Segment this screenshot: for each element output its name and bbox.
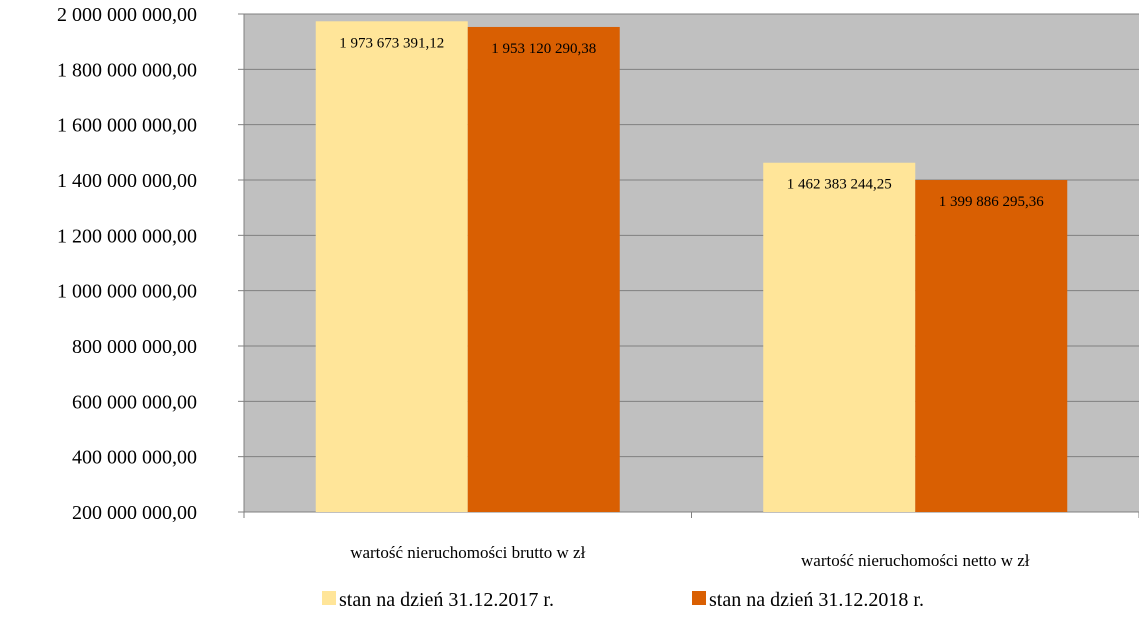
bar [915,180,1068,512]
data-label: 1 953 120 290,38 [491,41,596,57]
y-tick-label: 1 200 000 000,00 [57,225,197,247]
bar [467,26,620,512]
y-tick-label: 200 000 000,00 [72,502,197,524]
y-tick-label: 2 000 000 000,00 [57,4,197,26]
y-tick-label: 1 600 000 000,00 [57,115,197,137]
legend-label: stan na dzień 31.12.2018 r. [709,589,924,611]
y-tick-label: 400 000 000,00 [72,447,197,469]
y-tick-label: 1 000 000 000,00 [57,281,197,303]
x-category-label: wartość nieruchomości brutto w zł [350,543,585,562]
y-tick-label: 1 400 000 000,00 [57,170,197,192]
legend-swatch [322,591,336,605]
bar [763,162,916,512]
x-category-label: wartość nieruchomości netto w zł [801,551,1030,570]
y-tick-label: 1 800 000 000,00 [57,59,197,81]
legend-swatch [692,591,706,605]
data-label: 1 973 673 391,12 [339,35,444,51]
bar [315,21,468,513]
legend-label: stan na dzień 31.12.2017 r. [339,589,554,611]
y-tick-label: 800 000 000,00 [72,336,197,358]
data-label: 1 462 383 244,25 [787,177,892,193]
data-label: 1 399 886 295,36 [939,194,1045,210]
y-tick-label: 600 000 000,00 [72,391,197,413]
